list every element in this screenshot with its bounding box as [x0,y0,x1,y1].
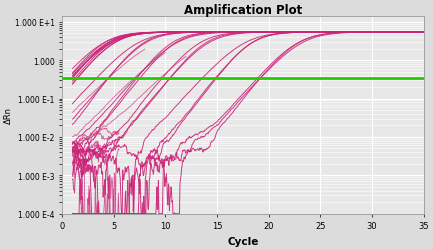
Y-axis label: ΔRn: ΔRn [4,107,13,124]
X-axis label: Cycle: Cycle [227,236,259,246]
Title: Amplification Plot: Amplification Plot [184,4,302,17]
